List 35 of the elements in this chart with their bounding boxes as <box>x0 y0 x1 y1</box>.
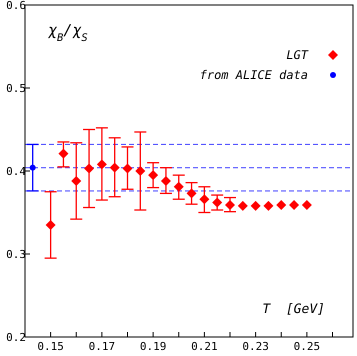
point <box>174 182 184 192</box>
y-axis-title: χ$_{B}$/χ$_{S}$ <box>48 21 88 44</box>
y-tick-label: 0.5 <box>6 82 26 95</box>
point <box>148 170 158 180</box>
y-tick-label: 0.4 <box>6 164 26 178</box>
point <box>186 188 197 198</box>
point <box>122 164 132 174</box>
point <box>58 148 68 159</box>
x-tick-label: 0.15 <box>37 340 64 353</box>
point <box>135 166 146 176</box>
point <box>250 200 261 211</box>
x-tick-label: 0.23 <box>242 340 269 353</box>
legend-label: from ALICE data <box>200 68 308 82</box>
point <box>30 164 36 171</box>
x-tick-label: 0.21 <box>191 340 218 353</box>
x-tick-label: 0.19 <box>140 340 166 353</box>
point <box>96 159 107 170</box>
x-tick-label: 0.17 <box>88 340 116 353</box>
point <box>263 200 274 211</box>
point <box>199 194 210 204</box>
point <box>84 164 94 174</box>
point <box>71 176 82 186</box>
point <box>46 220 56 230</box>
x-tick-label: 0.25 <box>294 340 320 353</box>
y-tick-label: 0.2 <box>6 330 26 344</box>
x-axis-title: T [GeV] <box>262 302 325 317</box>
point <box>110 162 120 173</box>
point <box>276 200 286 210</box>
point <box>238 200 248 211</box>
y-tick-label: 0.6 <box>6 0 26 12</box>
point <box>289 200 300 210</box>
point <box>160 176 171 186</box>
point <box>302 200 312 210</box>
point <box>212 198 222 208</box>
legend-label: LGT <box>286 48 309 62</box>
